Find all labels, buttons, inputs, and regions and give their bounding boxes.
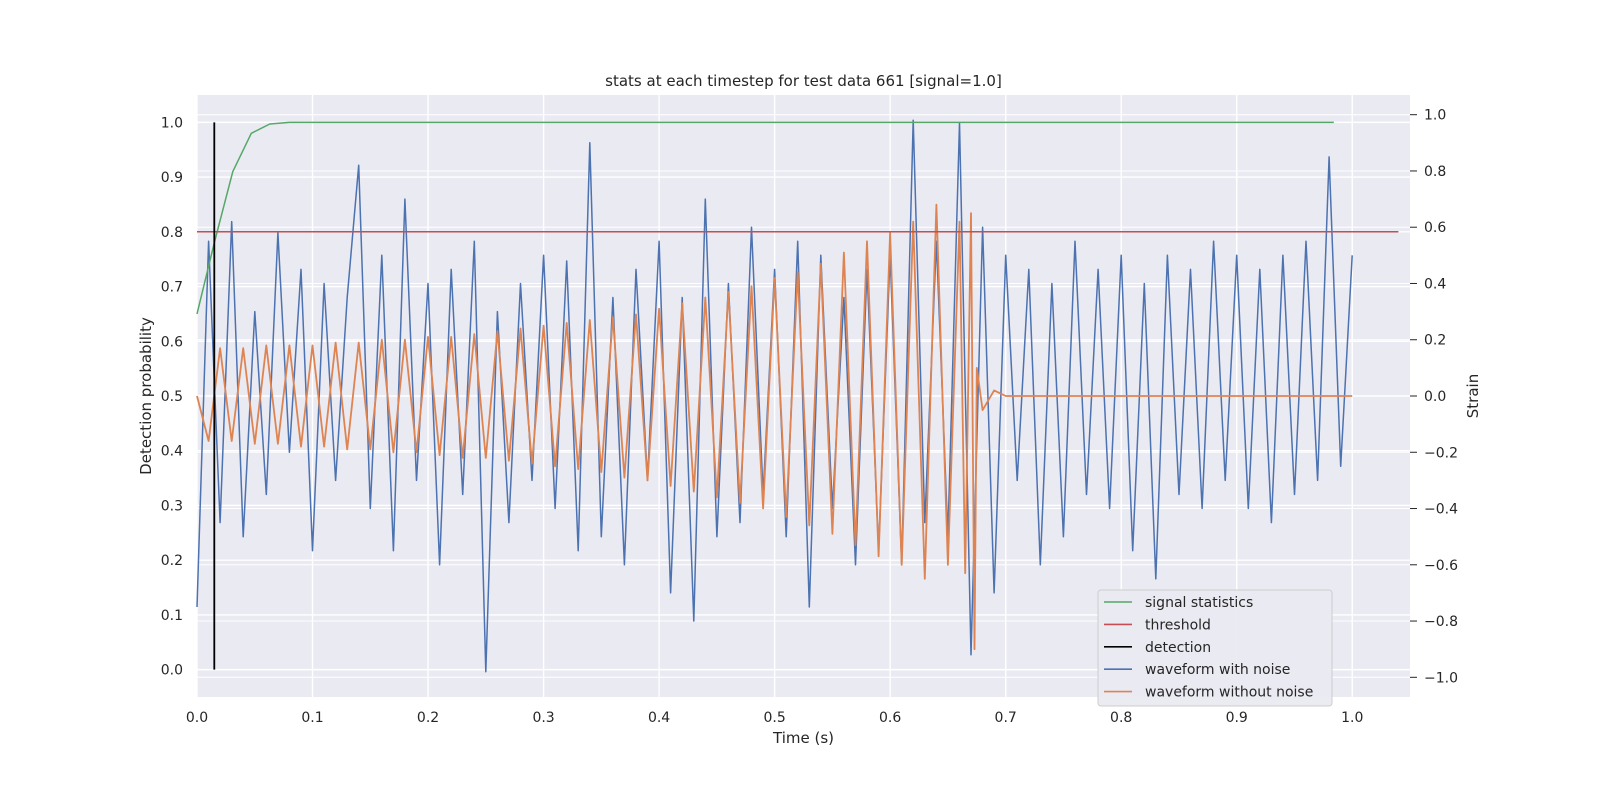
- y-left-axis-title: Detection probability: [137, 317, 155, 475]
- legend-label: threshold: [1145, 617, 1211, 633]
- x-tick-label: 0.6: [879, 710, 901, 726]
- x-tick-label: 0.3: [532, 710, 554, 726]
- series-signal-statistics: [196, 121, 1334, 315]
- legend-label: waveform with noise: [1145, 662, 1290, 678]
- y-left-tick-label: 0.0: [161, 663, 183, 679]
- y-right-tick-label: −0.2: [1424, 445, 1458, 461]
- y-left-tick-label: 0.6: [161, 334, 183, 350]
- y-left-tick-label: 0.2: [161, 553, 183, 569]
- y-left-tick-label: 0.1: [161, 608, 183, 624]
- y-right-tick-label: 0.8: [1424, 164, 1446, 180]
- x-tick-label: 0.2: [417, 710, 439, 726]
- x-tick-label: 0.4: [648, 710, 670, 726]
- legend: signal statistics threshold detection wavef…: [1097, 589, 1333, 707]
- legend-label: detection: [1145, 640, 1211, 656]
- series-waveform-with-noise: [196, 119, 1353, 673]
- x-tick-label: 1.0: [1341, 710, 1363, 726]
- y-right-tick-label: −0.4: [1424, 502, 1458, 518]
- y-right-axis-title: Strain: [1464, 374, 1482, 418]
- y-left-tick-label: 0.9: [161, 170, 183, 186]
- y-right-tick-label: −1.0: [1424, 670, 1458, 686]
- x-axis-title: Time (s): [772, 729, 834, 747]
- y-right-tick-label: 0.0: [1424, 389, 1446, 405]
- series-layer: [196, 119, 1399, 673]
- y-left-tick-label: 0.5: [161, 389, 183, 405]
- y-right-tick-label: 0.4: [1424, 276, 1446, 292]
- y-left-tick-label: 1.0: [161, 115, 183, 131]
- y-left-tick-label: 0.7: [161, 280, 183, 296]
- series-waveform-without-noise: [196, 203, 1353, 651]
- y-left-tick-label: 0.3: [161, 498, 183, 514]
- x-tick-label: 0.7: [995, 710, 1017, 726]
- x-tick-label: 0.9: [1226, 710, 1248, 726]
- y-right-tick-label: 0.6: [1424, 220, 1446, 236]
- legend-label: waveform without noise: [1145, 685, 1313, 701]
- chart-title: stats at each timestep for test data 661…: [605, 72, 1002, 90]
- y-right-tick-label: 0.2: [1424, 333, 1446, 349]
- x-tick-label: 0.1: [301, 710, 323, 726]
- y-right-tick-label: 1.0: [1424, 108, 1446, 124]
- legend-box: [1097, 589, 1333, 707]
- y-right-axis-ticks: −1.0 −0.8 −0.6 −0.4 −0.2 0.0 0.2 0.4 0.6 0.8 1.0: [1410, 108, 1458, 686]
- y-left-axis-ticks: 0.0 0.1 0.2 0.3 0.4 0.5 0.6 0.7 0.8 0.9 1.0: [161, 115, 183, 678]
- x-axis-ticks: 0.0 0.1 0.2 0.3 0.4 0.5 0.6 0.7 0.8 0.9 1.0: [186, 710, 1364, 726]
- y-left-tick-label: 0.4: [161, 444, 183, 460]
- x-tick-label: 0.0: [186, 710, 208, 726]
- legend-label: signal statistics: [1145, 595, 1253, 611]
- y-right-tick-label: −0.6: [1424, 558, 1458, 574]
- y-left-tick-label: 0.8: [161, 225, 183, 241]
- x-tick-label: 0.5: [763, 710, 785, 726]
- x-tick-label: 0.8: [1110, 710, 1132, 726]
- y-right-tick-label: −0.8: [1424, 614, 1458, 630]
